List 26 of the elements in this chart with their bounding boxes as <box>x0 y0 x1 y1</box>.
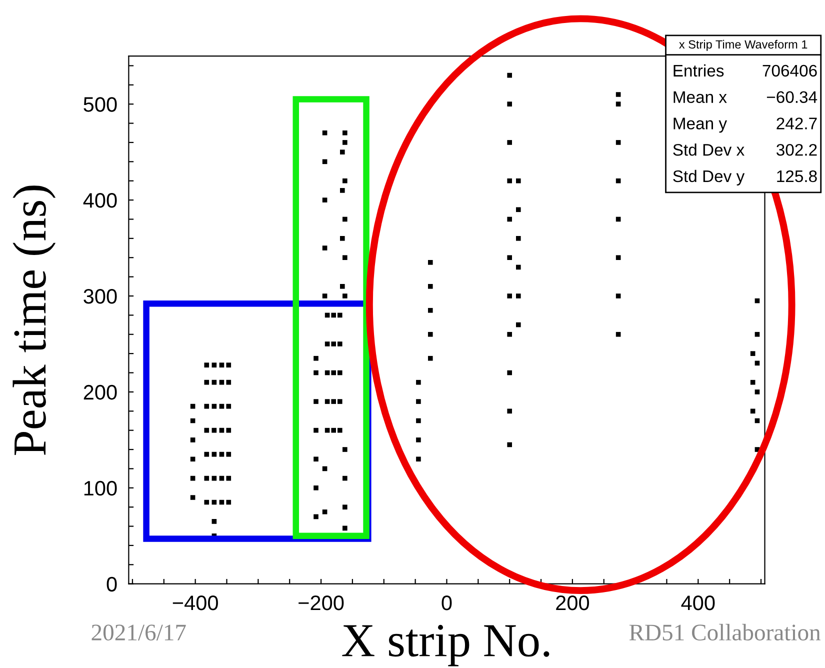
y-tick-label: 300 <box>84 288 117 304</box>
x-tick-label: 400 <box>681 595 715 610</box>
y-tick-label: 100 <box>84 480 117 496</box>
annotation: 706406 <box>762 64 817 77</box>
y-axis-title: Peak time (ns) <box>12 186 56 455</box>
x-tick-label: −400 <box>172 595 218 610</box>
x-axis-title: X strip No. <box>342 624 550 666</box>
x-tick-label: 200 <box>556 595 590 610</box>
text: 2021/6/17 <box>92 624 186 641</box>
y-tick-label: 400 <box>83 193 117 208</box>
text: 125.8 <box>777 170 817 182</box>
text: x Strip Time Waveform 1 <box>679 40 808 51</box>
text: 302.2 <box>776 144 817 156</box>
text: 242.7 <box>776 118 817 130</box>
annotation: Entries <box>674 64 724 77</box>
y-tick-label: 500 <box>84 97 117 112</box>
text: −60.34 <box>766 91 818 104</box>
x-tick-label: −200 <box>298 595 344 610</box>
annotation: Std Dev x <box>673 144 744 156</box>
annotation: Mean y <box>674 118 727 133</box>
y-tick-label: 200 <box>84 384 117 400</box>
x-tick-label: 0 <box>442 595 452 610</box>
text: RD51 Collaboration <box>629 624 821 641</box>
annotation: Std Dev y <box>673 170 745 186</box>
y-tick-label: 0 <box>106 576 117 592</box>
annotation: Mean x <box>674 91 727 104</box>
